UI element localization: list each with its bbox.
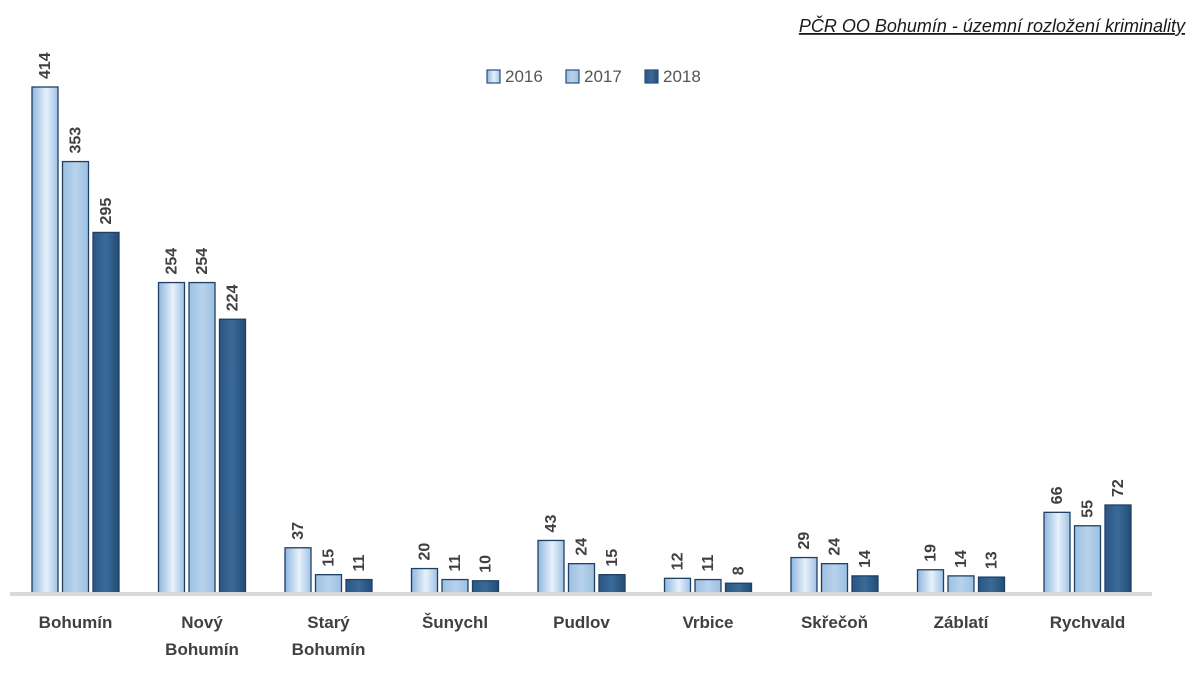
bar-2016-7 [916, 569, 945, 594]
data-label-2017-7: 14 [953, 550, 970, 568]
bar-2016-0 [31, 86, 59, 594]
category-labels-group: Bohumín Nový Bohumín Starý Bohumín Šunychl Pud… [39, 613, 1126, 659]
bar-2018-7 [977, 576, 1006, 594]
category-label-5: Vrbice [682, 613, 733, 632]
bar-2017-7 [947, 575, 975, 594]
legend-swatch-2017 [565, 69, 580, 84]
bar-2018-3 [471, 580, 500, 594]
bar-2016-8 [1043, 511, 1071, 594]
legend-swatch-2016 [486, 69, 501, 84]
category-label-2: Starý Bohumín [292, 613, 366, 659]
data-label-2018-8: 72 [1110, 479, 1127, 497]
data-label-2017-8: 55 [1080, 500, 1097, 518]
legend-label-2017: 2017 [584, 67, 622, 86]
legend-swatch-2018 [644, 69, 659, 84]
category-label-7: Záblatí [934, 613, 990, 632]
bar-2016-1 [157, 281, 186, 594]
bar-2018-6 [851, 575, 879, 594]
data-label-2018-5: 8 [731, 566, 748, 575]
bar-2017-6 [820, 563, 849, 594]
data-label-2018-7: 13 [984, 551, 1001, 569]
bar-2016-4 [537, 539, 565, 594]
bar-2017-2 [314, 574, 343, 594]
category-label-0: Bohumín [39, 613, 113, 632]
bars-group [31, 86, 1132, 594]
data-label-2017-3: 11 [447, 555, 464, 572]
data-label-2017-1: 254 [194, 248, 211, 275]
bar-2018-4 [598, 574, 626, 594]
data-label-2016-5: 12 [670, 552, 687, 570]
bar-2016-3 [410, 567, 439, 594]
data-label-2016-0: 414 [37, 52, 54, 79]
data-label-2018-6: 14 [857, 550, 874, 568]
data-label-2018-4: 15 [604, 549, 621, 567]
bar-2016-2 [284, 547, 312, 594]
data-label-2016-1: 254 [164, 248, 181, 275]
x-axis-baseline [10, 592, 1152, 596]
bar-2016-5 [663, 577, 692, 594]
bar-2017-1 [188, 281, 216, 594]
data-label-2016-4: 43 [543, 515, 560, 533]
bar-2018-2 [345, 578, 373, 594]
bar-2018-5 [724, 582, 753, 594]
bar-2018-8 [1104, 504, 1132, 594]
bar-2017-3 [441, 578, 469, 594]
bar-2017-0 [61, 160, 90, 594]
category-label-1: Nový Bohumín [165, 613, 239, 659]
data-label-2016-8: 66 [1049, 486, 1066, 504]
legend-label-2016: 2016 [505, 67, 543, 86]
category-label-4: Pudlov [553, 613, 610, 632]
category-label-6: Skřečoň [801, 613, 868, 632]
legend: 2016 2017 2018 [486, 67, 701, 86]
bar-2016-6 [790, 556, 818, 594]
data-label-2016-2: 37 [290, 522, 307, 540]
data-label-2017-0: 353 [68, 127, 85, 154]
data-label-2016-7: 19 [923, 544, 940, 562]
data-label-2018-1: 224 [225, 284, 242, 311]
bar-2017-5 [694, 578, 722, 594]
legend-label-2018: 2018 [663, 67, 701, 86]
bar-2017-8 [1073, 525, 1102, 594]
data-label-2017-6: 24 [827, 538, 844, 556]
data-label-2018-0: 295 [98, 198, 115, 225]
data-label-2017-5: 11 [700, 555, 717, 572]
bar-2017-4 [567, 563, 596, 594]
data-label-2017-4: 24 [574, 538, 591, 556]
data-label-2016-3: 20 [417, 543, 434, 561]
bar-2018-1 [218, 318, 247, 594]
category-label-8: Rychvald [1050, 613, 1126, 632]
data-label-2016-6: 29 [796, 532, 813, 550]
bar-2018-0 [92, 231, 120, 594]
chart-title: PČR OO Bohumín - územní rozložení krimin… [799, 15, 1186, 36]
data-label-2017-2: 15 [321, 549, 338, 567]
data-labels-group: 414 353 295 254 254 224 37 15 11 20 11 10 43 24 15 12 11… [37, 52, 1127, 575]
category-label-3: Šunychl [422, 613, 488, 632]
data-label-2018-2: 11 [351, 555, 368, 572]
data-label-2018-3: 10 [478, 555, 495, 573]
